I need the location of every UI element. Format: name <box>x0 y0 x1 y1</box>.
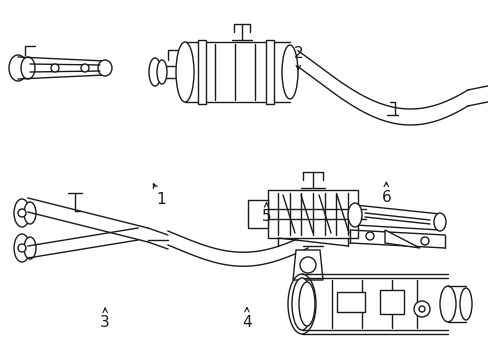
Ellipse shape <box>98 60 112 76</box>
Ellipse shape <box>433 213 445 231</box>
Ellipse shape <box>347 203 361 227</box>
Circle shape <box>420 237 428 245</box>
Ellipse shape <box>24 237 36 259</box>
Circle shape <box>418 306 424 312</box>
Text: 6: 6 <box>381 182 390 205</box>
Circle shape <box>18 209 26 217</box>
Ellipse shape <box>439 286 455 322</box>
Bar <box>198 40 205 104</box>
Ellipse shape <box>459 288 471 320</box>
Ellipse shape <box>14 234 30 262</box>
Polygon shape <box>384 230 419 248</box>
Bar <box>265 40 273 104</box>
Ellipse shape <box>24 202 36 224</box>
Text: 4: 4 <box>242 307 251 330</box>
Circle shape <box>365 232 373 240</box>
Ellipse shape <box>291 278 311 330</box>
Circle shape <box>413 301 429 317</box>
Text: 5: 5 <box>261 203 271 224</box>
Ellipse shape <box>298 282 314 326</box>
Ellipse shape <box>176 42 194 102</box>
Polygon shape <box>292 250 323 280</box>
Ellipse shape <box>14 199 30 227</box>
Ellipse shape <box>149 58 161 86</box>
Circle shape <box>81 64 89 72</box>
Bar <box>379 290 403 314</box>
Ellipse shape <box>282 45 297 99</box>
Bar <box>267 190 357 238</box>
Text: 3: 3 <box>100 308 110 330</box>
Text: 1: 1 <box>153 184 166 207</box>
Text: 2: 2 <box>293 46 303 70</box>
Bar <box>247 200 267 228</box>
Circle shape <box>51 64 59 72</box>
Ellipse shape <box>9 55 27 81</box>
Circle shape <box>299 257 315 273</box>
Ellipse shape <box>157 60 167 84</box>
Circle shape <box>18 244 26 252</box>
Bar <box>336 292 364 312</box>
Ellipse shape <box>21 57 35 79</box>
